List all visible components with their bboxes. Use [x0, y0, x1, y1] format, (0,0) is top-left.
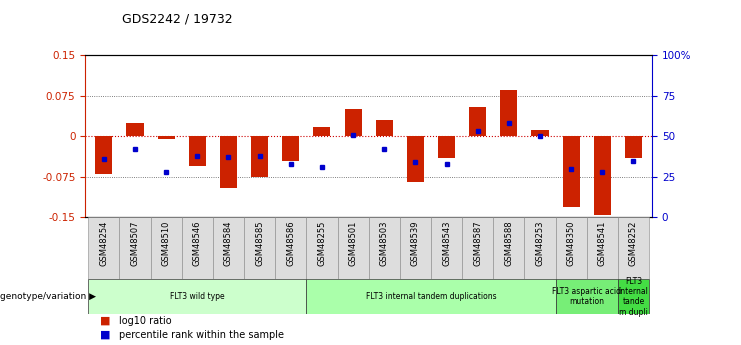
Bar: [306, 279, 556, 314]
Text: GSM48546: GSM48546: [193, 220, 202, 266]
Bar: [462, 217, 494, 279]
Bar: [251, 136, 268, 177]
Bar: [587, 217, 618, 279]
Text: GDS2242 / 19732: GDS2242 / 19732: [122, 13, 233, 26]
Bar: [150, 217, 182, 279]
Bar: [119, 217, 150, 279]
Text: GSM48588: GSM48588: [505, 220, 514, 266]
Bar: [625, 136, 642, 158]
Text: log10 ratio: log10 ratio: [119, 316, 171, 326]
Bar: [618, 217, 649, 279]
Bar: [189, 136, 206, 166]
Text: GSM48252: GSM48252: [629, 220, 638, 266]
Text: GSM48541: GSM48541: [598, 220, 607, 266]
Text: ■: ■: [100, 316, 110, 326]
Bar: [438, 136, 455, 158]
Bar: [88, 217, 119, 279]
Bar: [500, 90, 517, 136]
Text: ■: ■: [100, 330, 110, 339]
Text: GSM48584: GSM48584: [224, 220, 233, 266]
Bar: [618, 279, 649, 314]
Bar: [407, 136, 424, 182]
Text: FLT3 wild type: FLT3 wild type: [170, 292, 225, 301]
Bar: [556, 279, 618, 314]
Bar: [88, 279, 306, 314]
Bar: [220, 136, 237, 188]
Text: FLT3
internal
tande
m dupli: FLT3 internal tande m dupli: [619, 277, 648, 317]
Bar: [376, 120, 393, 136]
Bar: [96, 136, 113, 174]
Bar: [337, 217, 368, 279]
Bar: [431, 217, 462, 279]
Bar: [213, 217, 244, 279]
Bar: [345, 109, 362, 136]
Text: FLT3 internal tandem duplications: FLT3 internal tandem duplications: [365, 292, 496, 301]
Text: GSM48585: GSM48585: [255, 220, 264, 266]
Bar: [313, 127, 330, 136]
Bar: [469, 107, 486, 136]
Bar: [594, 136, 611, 215]
Bar: [562, 136, 579, 207]
Text: GSM48587: GSM48587: [473, 220, 482, 266]
Bar: [368, 217, 400, 279]
Bar: [158, 136, 175, 139]
Bar: [282, 136, 299, 160]
Bar: [556, 217, 587, 279]
Text: GSM48255: GSM48255: [317, 220, 327, 266]
Text: GSM48253: GSM48253: [536, 220, 545, 266]
Text: GSM48254: GSM48254: [99, 220, 108, 266]
Text: GSM48350: GSM48350: [567, 220, 576, 266]
Bar: [525, 217, 556, 279]
Bar: [275, 217, 306, 279]
Text: GSM48503: GSM48503: [379, 220, 389, 266]
Text: GSM48586: GSM48586: [286, 220, 295, 266]
Text: percentile rank within the sample: percentile rank within the sample: [119, 330, 284, 339]
Text: GSM48501: GSM48501: [348, 220, 358, 266]
Bar: [306, 217, 337, 279]
Text: GSM48507: GSM48507: [130, 220, 139, 266]
Bar: [494, 217, 525, 279]
Text: GSM48510: GSM48510: [162, 220, 170, 266]
Text: genotype/variation ▶: genotype/variation ▶: [0, 292, 96, 301]
Text: FLT3 aspartic acid
mutation: FLT3 aspartic acid mutation: [552, 287, 621, 306]
Bar: [244, 217, 275, 279]
Bar: [400, 217, 431, 279]
Text: GSM48543: GSM48543: [442, 220, 451, 266]
Bar: [127, 123, 144, 136]
Bar: [531, 130, 548, 136]
Bar: [182, 217, 213, 279]
Text: GSM48539: GSM48539: [411, 220, 420, 266]
